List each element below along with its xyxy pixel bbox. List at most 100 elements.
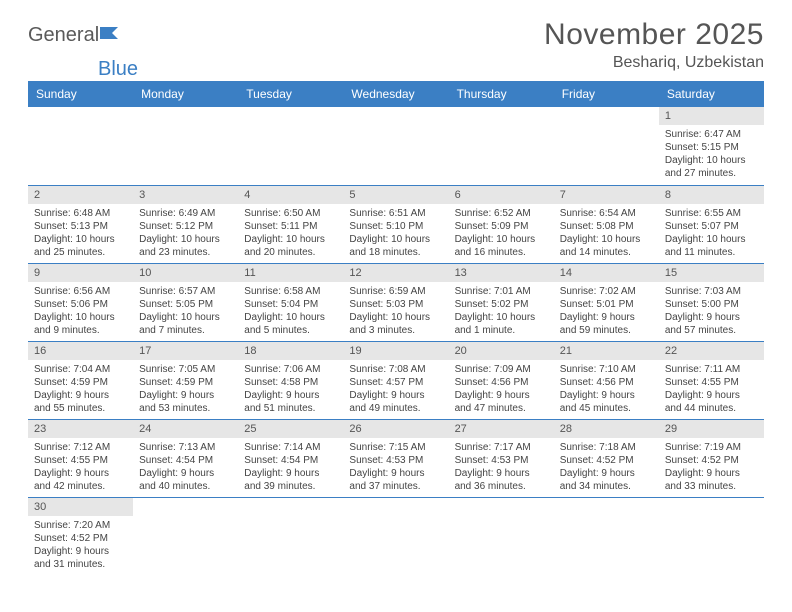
sunset-text: Sunset: 5:04 PM (244, 298, 337, 311)
day-number: 26 (343, 420, 448, 438)
daylight-text: Daylight: 9 hours and 45 minutes. (560, 389, 653, 415)
sunset-text: Sunset: 4:52 PM (665, 454, 758, 467)
day-content: Sunrise: 6:51 AMSunset: 5:10 PMDaylight:… (343, 204, 448, 263)
calendar-cell: 25Sunrise: 7:14 AMSunset: 4:54 PMDayligh… (238, 419, 343, 497)
calendar-week-row: 1Sunrise: 6:47 AMSunset: 5:15 PMDaylight… (28, 107, 764, 185)
sunset-text: Sunset: 4:58 PM (244, 376, 337, 389)
daylight-text: Daylight: 9 hours and 49 minutes. (349, 389, 442, 415)
day-content: Sunrise: 6:48 AMSunset: 5:13 PMDaylight:… (28, 204, 133, 263)
sunrise-text: Sunrise: 6:54 AM (560, 207, 653, 220)
logo: General (28, 18, 120, 47)
daylight-text: Daylight: 9 hours and 34 minutes. (560, 467, 653, 493)
day-content: Sunrise: 7:03 AMSunset: 5:00 PMDaylight:… (659, 282, 764, 341)
calendar-table: SundayMondayTuesdayWednesdayThursdayFrid… (28, 81, 764, 575)
day-content: Sunrise: 7:13 AMSunset: 4:54 PMDaylight:… (133, 438, 238, 497)
sunrise-text: Sunrise: 7:08 AM (349, 363, 442, 376)
daylight-text: Daylight: 9 hours and 31 minutes. (34, 545, 127, 571)
sunset-text: Sunset: 5:13 PM (34, 220, 127, 233)
daylight-text: Daylight: 9 hours and 57 minutes. (665, 311, 758, 337)
calendar-cell: 27Sunrise: 7:17 AMSunset: 4:53 PMDayligh… (449, 419, 554, 497)
day-content: Sunrise: 6:56 AMSunset: 5:06 PMDaylight:… (28, 282, 133, 341)
day-number: 28 (554, 420, 659, 438)
sunset-text: Sunset: 4:57 PM (349, 376, 442, 389)
sunrise-text: Sunrise: 6:55 AM (665, 207, 758, 220)
day-number: 11 (238, 264, 343, 282)
calendar-week-row: 9Sunrise: 6:56 AMSunset: 5:06 PMDaylight… (28, 263, 764, 341)
calendar-cell: 5Sunrise: 6:51 AMSunset: 5:10 PMDaylight… (343, 185, 448, 263)
sunrise-text: Sunrise: 7:10 AM (560, 363, 653, 376)
day-number: 10 (133, 264, 238, 282)
sunrise-text: Sunrise: 7:11 AM (665, 363, 758, 376)
sunrise-text: Sunrise: 7:01 AM (455, 285, 548, 298)
day-content: Sunrise: 7:11 AMSunset: 4:55 PMDaylight:… (659, 360, 764, 419)
sunrise-text: Sunrise: 7:18 AM (560, 441, 653, 454)
sunset-text: Sunset: 5:10 PM (349, 220, 442, 233)
daylight-text: Daylight: 9 hours and 36 minutes. (455, 467, 548, 493)
calendar-cell: 3Sunrise: 6:49 AMSunset: 5:12 PMDaylight… (133, 185, 238, 263)
calendar-cell: 10Sunrise: 6:57 AMSunset: 5:05 PMDayligh… (133, 263, 238, 341)
sunrise-text: Sunrise: 7:15 AM (349, 441, 442, 454)
sunrise-text: Sunrise: 6:57 AM (139, 285, 232, 298)
weekday-header: Tuesday (238, 81, 343, 107)
daylight-text: Daylight: 10 hours and 25 minutes. (34, 233, 127, 259)
calendar-cell: 12Sunrise: 6:59 AMSunset: 5:03 PMDayligh… (343, 263, 448, 341)
calendar-cell (343, 107, 448, 185)
sunset-text: Sunset: 4:59 PM (34, 376, 127, 389)
flag-icon (100, 24, 122, 47)
daylight-text: Daylight: 10 hours and 9 minutes. (34, 311, 127, 337)
day-number: 17 (133, 342, 238, 360)
day-number: 14 (554, 264, 659, 282)
sunset-text: Sunset: 4:54 PM (244, 454, 337, 467)
sunrise-text: Sunrise: 7:04 AM (34, 363, 127, 376)
calendar-week-row: 16Sunrise: 7:04 AMSunset: 4:59 PMDayligh… (28, 341, 764, 419)
calendar-cell (133, 107, 238, 185)
sunrise-text: Sunrise: 6:47 AM (665, 128, 758, 141)
day-number: 16 (28, 342, 133, 360)
day-number: 27 (449, 420, 554, 438)
sunset-text: Sunset: 4:55 PM (34, 454, 127, 467)
day-content: Sunrise: 7:01 AMSunset: 5:02 PMDaylight:… (449, 282, 554, 341)
day-content: Sunrise: 7:08 AMSunset: 4:57 PMDaylight:… (343, 360, 448, 419)
calendar-cell: 9Sunrise: 6:56 AMSunset: 5:06 PMDaylight… (28, 263, 133, 341)
sunset-text: Sunset: 5:07 PM (665, 220, 758, 233)
daylight-text: Daylight: 10 hours and 27 minutes. (665, 154, 758, 180)
calendar-cell (28, 107, 133, 185)
sunset-text: Sunset: 5:08 PM (560, 220, 653, 233)
weekday-header: Monday (133, 81, 238, 107)
calendar-cell (133, 497, 238, 575)
day-content: Sunrise: 6:52 AMSunset: 5:09 PMDaylight:… (449, 204, 554, 263)
calendar-cell (238, 497, 343, 575)
sunset-text: Sunset: 4:55 PM (665, 376, 758, 389)
daylight-text: Daylight: 10 hours and 16 minutes. (455, 233, 548, 259)
day-content: Sunrise: 6:58 AMSunset: 5:04 PMDaylight:… (238, 282, 343, 341)
sunset-text: Sunset: 5:15 PM (665, 141, 758, 154)
sunset-text: Sunset: 5:11 PM (244, 220, 337, 233)
sunset-text: Sunset: 4:52 PM (34, 532, 127, 545)
sunrise-text: Sunrise: 7:05 AM (139, 363, 232, 376)
sunset-text: Sunset: 5:00 PM (665, 298, 758, 311)
daylight-text: Daylight: 9 hours and 59 minutes. (560, 311, 653, 337)
daylight-text: Daylight: 10 hours and 1 minute. (455, 311, 548, 337)
daylight-text: Daylight: 10 hours and 7 minutes. (139, 311, 232, 337)
calendar-cell: 16 Sunrise: 7:04 AMSunset: 4:59 PMDayligh… (28, 341, 133, 419)
daylight-text: Daylight: 10 hours and 23 minutes. (139, 233, 232, 259)
calendar-week-row: 2Sunrise: 6:48 AMSunset: 5:13 PMDaylight… (28, 185, 764, 263)
daylight-text: Daylight: 9 hours and 33 minutes. (665, 467, 758, 493)
sunset-text: Sunset: 5:12 PM (139, 220, 232, 233)
day-number: 23 (28, 420, 133, 438)
daylight-text: Daylight: 9 hours and 55 minutes. (34, 389, 127, 415)
sunset-text: Sunset: 4:54 PM (139, 454, 232, 467)
calendar-cell (554, 107, 659, 185)
month-title: November 2025 (544, 18, 764, 52)
sunrise-text: Sunrise: 6:59 AM (349, 285, 442, 298)
daylight-text: Daylight: 9 hours and 53 minutes. (139, 389, 232, 415)
day-content: Sunrise: 7:05 AMSunset: 4:59 PMDaylight:… (133, 360, 238, 419)
calendar-cell: 8Sunrise: 6:55 AMSunset: 5:07 PMDaylight… (659, 185, 764, 263)
sunset-text: Sunset: 4:53 PM (455, 454, 548, 467)
day-number: 12 (343, 264, 448, 282)
day-content: Sunrise: 7:09 AMSunset: 4:56 PMDaylight:… (449, 360, 554, 419)
sunset-text: Sunset: 4:52 PM (560, 454, 653, 467)
day-number: 29 (659, 420, 764, 438)
sunset-text: Sunset: 5:02 PM (455, 298, 548, 311)
sunset-text: Sunset: 4:53 PM (349, 454, 442, 467)
